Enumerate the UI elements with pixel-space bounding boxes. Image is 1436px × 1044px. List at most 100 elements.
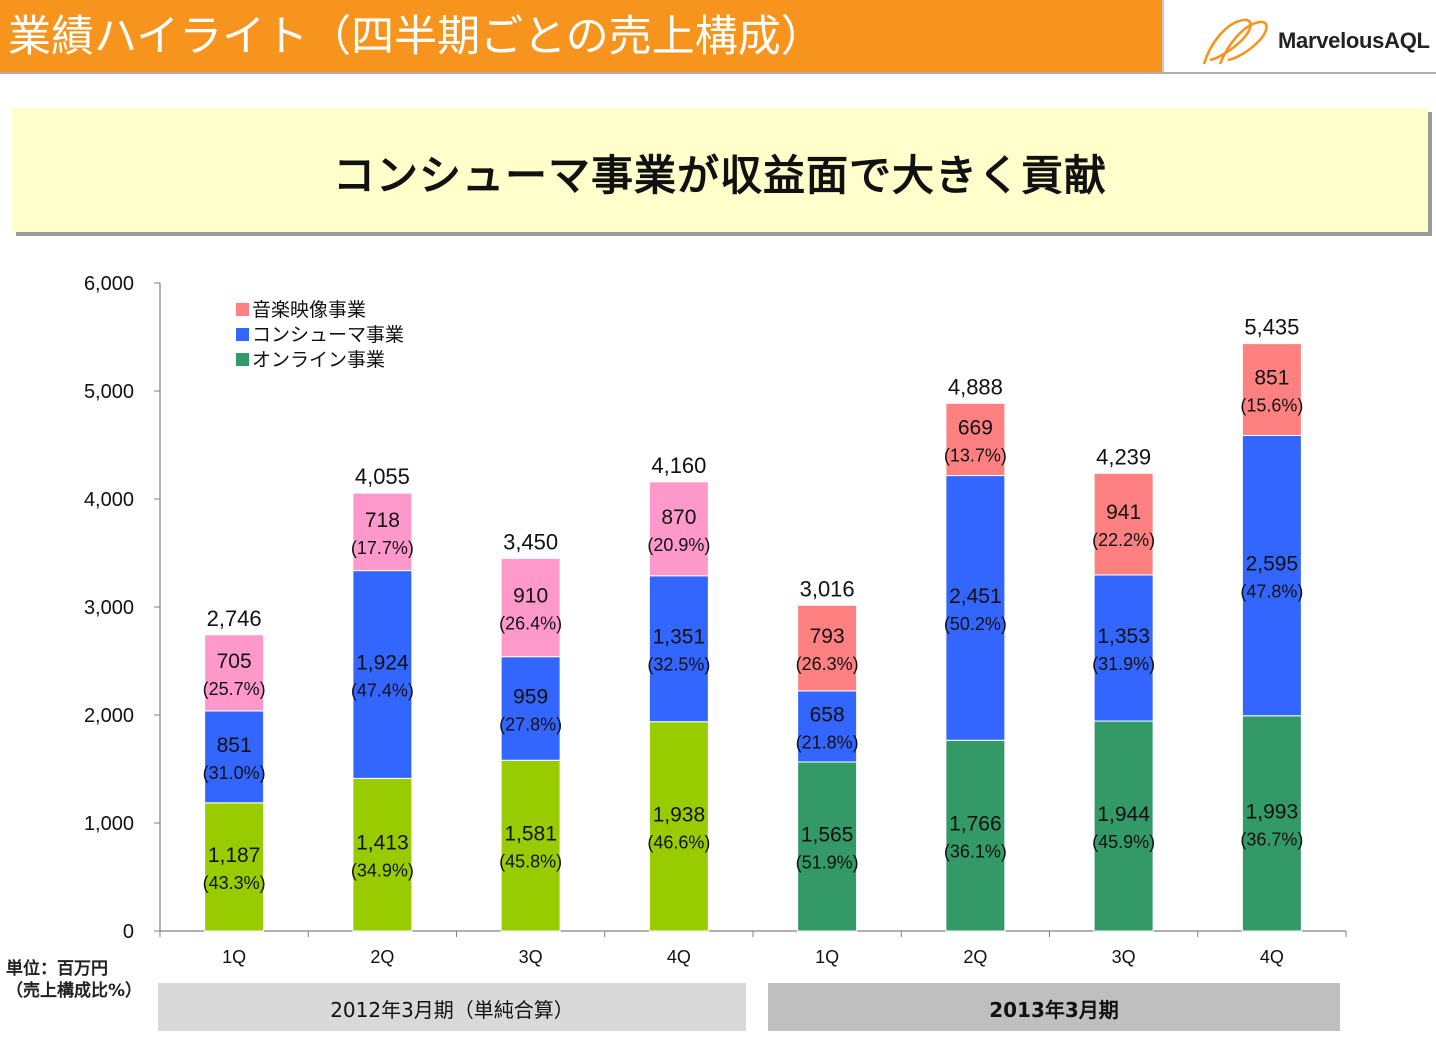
y-tick-label: 3,000 xyxy=(84,597,134,619)
bar-segment xyxy=(204,634,265,712)
share-label: (45.9%) xyxy=(1092,832,1155,852)
bar-segment xyxy=(352,492,413,572)
share-label: (32.5%) xyxy=(647,655,710,675)
y-tick-label: 0 xyxy=(123,921,134,943)
total-label: 3,016 xyxy=(800,576,855,601)
x-tick-label: 4Q xyxy=(1260,947,1284,967)
total-label: 5,435 xyxy=(1244,315,1299,340)
share-label: (21.8%) xyxy=(796,732,859,752)
legend-swatch xyxy=(236,303,249,316)
bar-segment xyxy=(500,656,561,761)
share-label: (36.1%) xyxy=(944,842,1007,862)
total-label: 3,450 xyxy=(503,529,558,554)
value-label: 1,351 xyxy=(653,626,706,649)
bar-segment xyxy=(945,475,1006,741)
bar-segment xyxy=(1241,343,1302,436)
bar-segment xyxy=(1093,472,1154,576)
total-label: 4,239 xyxy=(1096,444,1151,469)
total-label: 4,160 xyxy=(651,453,706,478)
value-label: 851 xyxy=(1254,367,1289,390)
bar-segment xyxy=(1241,434,1302,717)
bar-segment xyxy=(500,759,561,932)
bar-segment xyxy=(945,739,1006,932)
value-label: 1,581 xyxy=(504,823,557,846)
share-label: (26.4%) xyxy=(499,614,562,634)
bar-segment xyxy=(797,690,858,763)
value-label: 1,944 xyxy=(1097,803,1150,826)
x-tick-label: 3Q xyxy=(1112,947,1136,967)
total-label: 2,746 xyxy=(207,606,262,631)
share-label: (51.9%) xyxy=(796,852,859,872)
bar-segment xyxy=(648,575,709,723)
share-label: (25.7%) xyxy=(203,679,266,699)
share-label: (22.2%) xyxy=(1092,530,1155,550)
value-label: 959 xyxy=(513,685,548,708)
x-tick-label: 2Q xyxy=(963,947,987,967)
x-tick-label: 2Q xyxy=(370,947,394,967)
headline-banner: コンシューマ事業が収益面で大きく貢献 xyxy=(12,108,1428,232)
period-label-fy2012: 2012年3月期（単純合算） xyxy=(158,983,746,1031)
value-label: 2,451 xyxy=(949,585,1002,608)
share-label: (47.8%) xyxy=(1240,582,1303,602)
header-bar: 業績ハイライト（四半期ごとの売上構成） xyxy=(0,0,1162,74)
share-label: (34.9%) xyxy=(351,861,414,881)
share-label: (47.4%) xyxy=(351,681,414,701)
bar-segment xyxy=(1241,715,1302,932)
bar-segment xyxy=(1093,574,1154,722)
y-tick-label: 5,000 xyxy=(84,381,134,403)
bar-segment xyxy=(1093,720,1154,932)
y-tick-label: 6,000 xyxy=(84,273,134,295)
total-label: 4,888 xyxy=(948,374,1003,399)
bar-segment xyxy=(797,604,858,692)
bar-segment xyxy=(204,710,265,804)
value-label: 1,766 xyxy=(949,813,1002,836)
legend-swatch xyxy=(236,353,249,366)
value-label: 2,595 xyxy=(1246,553,1299,576)
x-tick-label: 1Q xyxy=(815,947,839,967)
y-tick-label: 1,000 xyxy=(84,813,134,835)
unit-note-line2: （売上構成比%） xyxy=(6,981,143,1001)
unit-note: 単位：百万円 （売上構成比%） xyxy=(6,958,142,1002)
total-label: 4,055 xyxy=(355,464,410,489)
bar-segment xyxy=(500,557,561,658)
value-label: 718 xyxy=(365,509,400,532)
bar-segment xyxy=(945,402,1006,477)
value-label: 1,413 xyxy=(356,832,409,855)
bar-segment xyxy=(648,721,709,932)
y-tick-label: 4,000 xyxy=(84,489,134,511)
value-label: 1,187 xyxy=(208,844,261,867)
bar-segment xyxy=(797,761,858,932)
header-underline xyxy=(0,72,1436,74)
share-label: (46.6%) xyxy=(647,832,710,852)
header-divider xyxy=(1162,0,1164,74)
share-label: (36.7%) xyxy=(1240,829,1303,849)
value-label: 1,353 xyxy=(1097,625,1150,648)
unit-note-line1: 単位：百万円 xyxy=(6,959,108,979)
logo-swoosh-icon xyxy=(1202,18,1268,65)
value-label: 851 xyxy=(217,734,252,757)
value-label: 1,565 xyxy=(801,823,854,846)
share-label: (17.7%) xyxy=(351,538,414,558)
legend-label: オンライン事業 xyxy=(252,349,385,371)
share-label: (50.2%) xyxy=(944,614,1007,634)
share-label: (13.7%) xyxy=(944,445,1007,465)
bar-segment xyxy=(352,777,413,932)
value-label: 658 xyxy=(810,703,845,726)
x-tick-label: 4Q xyxy=(667,947,691,967)
value-label: 1,924 xyxy=(356,652,409,675)
share-label: (43.3%) xyxy=(203,873,266,893)
value-label: 910 xyxy=(513,585,548,608)
x-tick-label: 3Q xyxy=(519,947,543,967)
bar-segment xyxy=(648,481,709,577)
legend-label: コンシューマ事業 xyxy=(252,324,404,346)
value-label: 793 xyxy=(810,625,845,648)
bar-segment xyxy=(204,802,265,932)
legend-label: 音楽映像事業 xyxy=(252,299,366,321)
legend-swatch xyxy=(236,328,249,341)
y-tick-label: 2,000 xyxy=(84,705,134,727)
value-label: 1,993 xyxy=(1246,800,1299,823)
value-label: 705 xyxy=(217,650,252,673)
logo-text: MarvelousAQL xyxy=(1278,28,1430,53)
value-label: 1,938 xyxy=(653,803,706,826)
